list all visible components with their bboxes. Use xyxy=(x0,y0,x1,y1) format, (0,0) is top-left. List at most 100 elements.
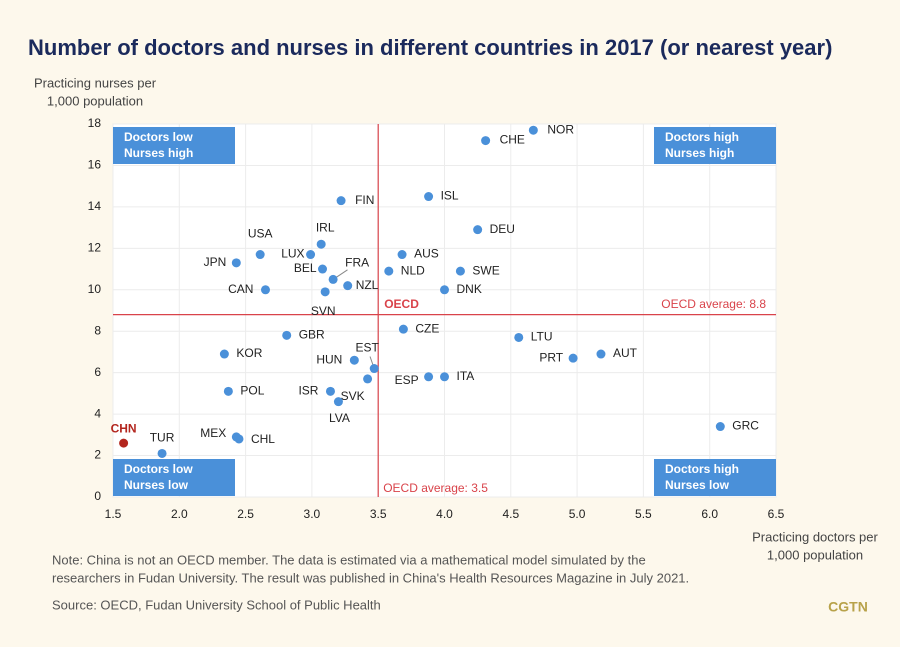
point xyxy=(255,250,265,260)
x-tick-label: 6.5 xyxy=(768,507,785,521)
point-label: NLD xyxy=(401,263,425,277)
x-tick-label: 2.5 xyxy=(237,507,254,521)
point-label: CHE xyxy=(500,133,525,147)
point-label: JPN xyxy=(204,255,227,269)
y-axis-label: Practicing nurses per xyxy=(34,75,157,90)
x-axis-label: Practicing doctors per xyxy=(752,529,878,544)
point xyxy=(369,364,379,374)
point-label: ISR xyxy=(298,383,318,397)
y-axis-label: 1,000 population xyxy=(47,93,143,108)
point-label: LTU xyxy=(531,330,553,344)
y-tick-label: 18 xyxy=(88,116,102,130)
point-label: SVN xyxy=(311,304,336,318)
point-label: FIN xyxy=(355,193,374,207)
point-label: ISL xyxy=(441,189,459,203)
x-tick-label: 6.0 xyxy=(701,507,718,521)
x-tick-label: 5.5 xyxy=(635,507,652,521)
point xyxy=(455,266,465,276)
point xyxy=(282,330,292,340)
point-label: NOR xyxy=(547,122,574,136)
reference-label: OECD average: 3.5 xyxy=(383,481,488,495)
y-tick-label: 4 xyxy=(94,406,101,420)
x-tick-label: 2.0 xyxy=(171,507,188,521)
point xyxy=(343,281,353,291)
point-label: CZE xyxy=(415,321,439,335)
point-label: SWE xyxy=(472,263,499,277)
point xyxy=(349,355,359,365)
point xyxy=(119,438,129,448)
quadrant-label: Nurses high xyxy=(124,146,193,160)
point-label: AUS xyxy=(414,247,439,261)
x-axis-label: 1,000 population xyxy=(767,547,863,562)
y-tick-label: 12 xyxy=(88,241,102,255)
source: Source: OECD, Fudan University School of… xyxy=(52,597,381,612)
logo: CGTN xyxy=(828,599,868,615)
y-tick-label: 2 xyxy=(94,448,101,462)
point xyxy=(219,349,229,359)
point xyxy=(363,374,373,384)
x-tick-label: 5.0 xyxy=(569,507,586,521)
y-tick-label: 6 xyxy=(94,365,101,379)
y-tick-label: 0 xyxy=(94,489,101,503)
point-label: NZL xyxy=(356,278,379,292)
point xyxy=(715,422,725,432)
point-label: CHN xyxy=(111,421,137,435)
point xyxy=(514,332,524,342)
reference-label: OECD average: 8.8 xyxy=(661,297,766,311)
point-label: HUN xyxy=(316,352,342,366)
point-label: MEX xyxy=(200,426,226,440)
point xyxy=(316,239,326,249)
point-label: CAN xyxy=(228,282,253,296)
point-label: DNK xyxy=(457,282,482,296)
point xyxy=(336,196,346,206)
point-label: SVK xyxy=(341,389,365,403)
point xyxy=(223,386,233,396)
x-tick-label: 3.0 xyxy=(304,507,321,521)
note: Note: China is not an OECD member. The d… xyxy=(52,552,646,567)
quadrant-label: Nurses high xyxy=(665,146,734,160)
point xyxy=(384,266,394,276)
chart-title: Number of doctors and nurses in differen… xyxy=(28,35,832,60)
point xyxy=(528,125,538,135)
y-tick-label: 10 xyxy=(88,282,102,296)
quadrant-label: Doctors high xyxy=(665,130,739,144)
y-tick-label: 14 xyxy=(88,199,102,213)
point xyxy=(328,274,338,284)
point-label: IRL xyxy=(316,220,335,234)
point xyxy=(333,397,343,407)
point-label: DEU xyxy=(490,222,515,236)
point-label: POL xyxy=(240,383,264,397)
point xyxy=(157,448,167,458)
point-label: ESP xyxy=(395,373,419,387)
quadrant-box xyxy=(654,459,776,496)
point xyxy=(473,225,483,235)
point xyxy=(318,264,328,274)
point xyxy=(260,285,270,295)
y-tick-label: 16 xyxy=(88,158,102,172)
x-tick-label: 4.0 xyxy=(436,507,453,521)
point xyxy=(424,192,434,202)
quadrant-label: Nurses low xyxy=(124,478,189,492)
point xyxy=(234,434,244,444)
quadrant-box xyxy=(113,459,235,496)
quadrant-label: Doctors low xyxy=(124,130,193,144)
point-label: EST xyxy=(356,341,380,355)
point-label: BEL xyxy=(294,261,317,275)
point-label: FRA xyxy=(345,256,369,270)
point-label: KOR xyxy=(236,346,262,360)
point-label: PRT xyxy=(539,350,563,364)
point xyxy=(440,372,449,382)
point xyxy=(398,324,408,334)
point-label: ITA xyxy=(457,369,475,383)
point-label: GRC xyxy=(732,419,759,433)
point xyxy=(306,250,316,260)
point-label: LVA xyxy=(329,411,350,425)
point-label: TUR xyxy=(150,431,175,445)
point xyxy=(568,353,578,363)
quadrant-label: Doctors high xyxy=(665,462,739,476)
point xyxy=(320,287,330,297)
point xyxy=(424,372,434,382)
point-label: AUT xyxy=(613,346,638,360)
point xyxy=(325,386,335,396)
